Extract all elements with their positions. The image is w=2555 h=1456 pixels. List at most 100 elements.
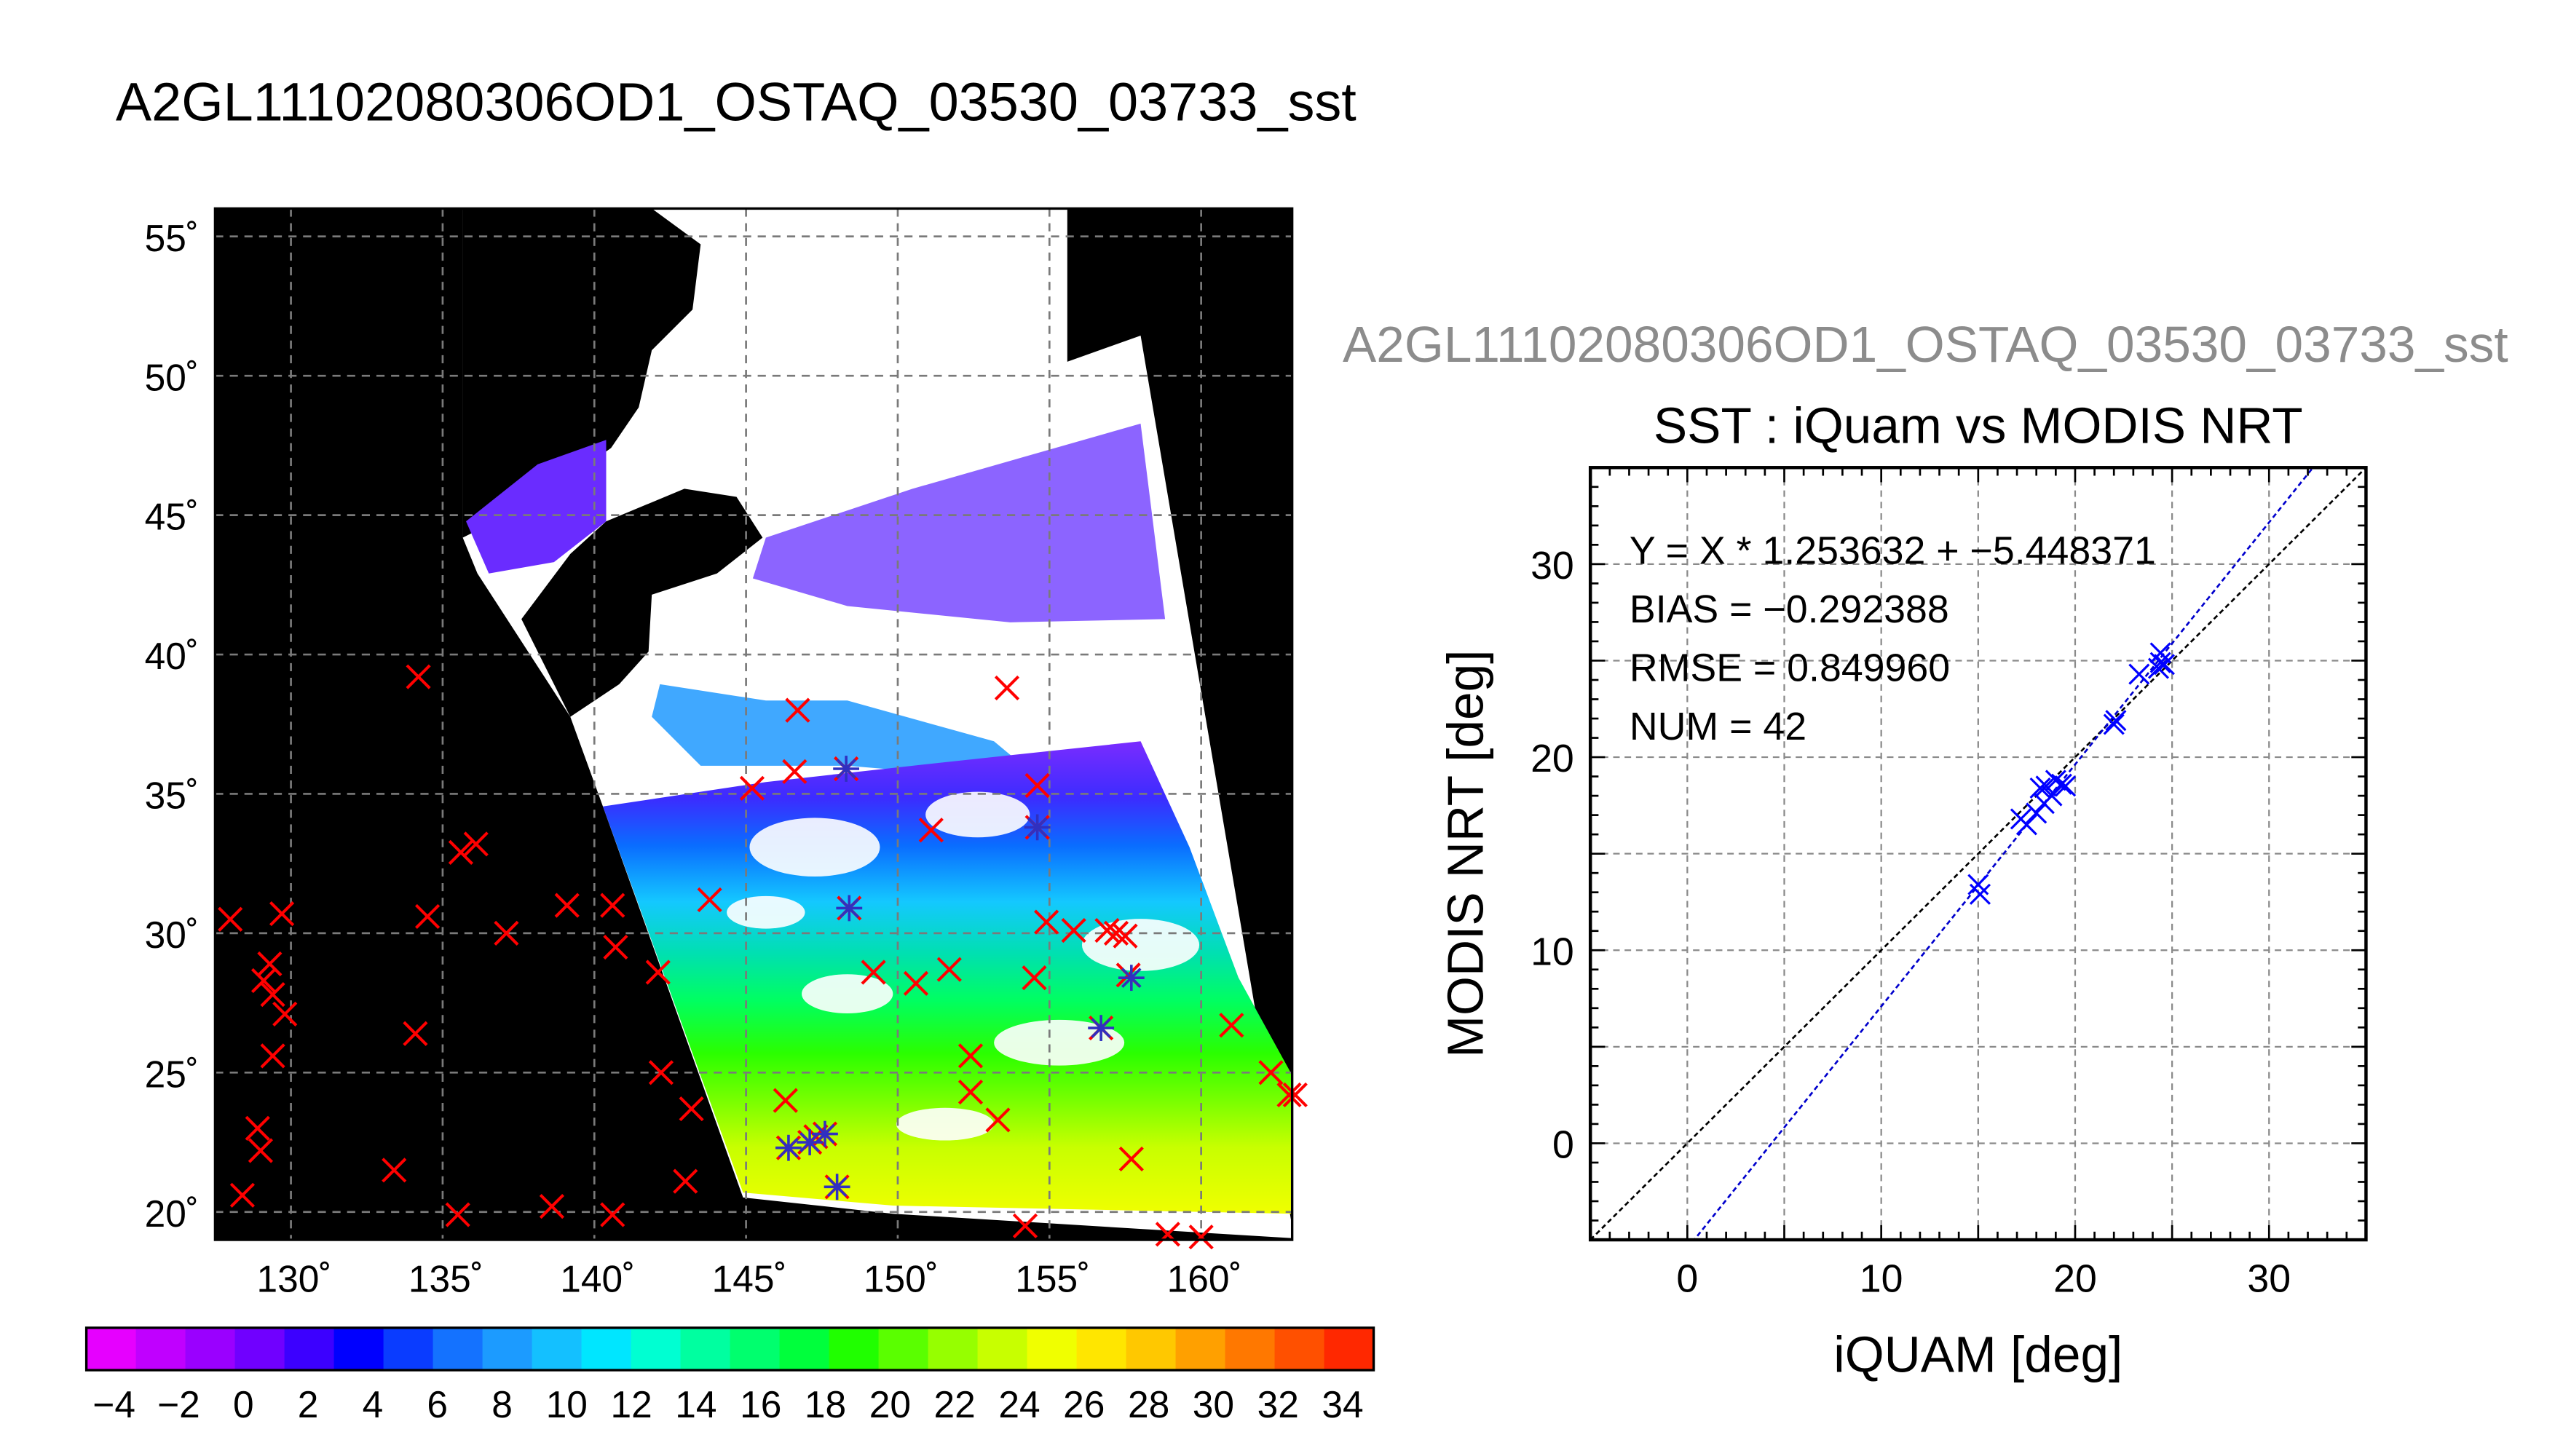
iquam-marker bbox=[1022, 965, 1047, 991]
map-x-tick-label: 150˚ bbox=[864, 1258, 939, 1300]
iquam-marker bbox=[903, 970, 929, 996]
cloud-patch bbox=[727, 895, 805, 929]
iquam-marker bbox=[272, 1001, 298, 1027]
colorbar-swatch bbox=[234, 1327, 285, 1371]
cloud-patch bbox=[925, 791, 1030, 838]
matchup-marker bbox=[824, 1174, 850, 1200]
colorbar-swatch bbox=[1175, 1327, 1226, 1371]
iquam-marker bbox=[539, 1194, 565, 1219]
colorbar-tick-label: −4 bbox=[92, 1383, 135, 1425]
colorbar-tick-label: 12 bbox=[611, 1383, 652, 1425]
iquam-marker bbox=[494, 920, 519, 946]
iquam-marker bbox=[1103, 920, 1129, 946]
matchup-marker bbox=[836, 895, 863, 922]
scatter-y-tick-label: 10 bbox=[1531, 930, 1574, 973]
iquam-marker bbox=[957, 1043, 984, 1069]
land-sakhalin bbox=[462, 208, 701, 538]
iquam-marker bbox=[1258, 1060, 1284, 1085]
iquam-marker bbox=[260, 982, 285, 1008]
iquam-marker bbox=[403, 1021, 428, 1046]
iquam-marker bbox=[1188, 1224, 1214, 1250]
colorbar-swatch bbox=[482, 1327, 533, 1371]
scatter-point bbox=[2105, 710, 2127, 732]
map-x-tick-label: 145˚ bbox=[712, 1258, 787, 1300]
colorbar-swatch bbox=[730, 1327, 781, 1371]
colorbar-swatch bbox=[779, 1327, 830, 1371]
colorbar-tick-label: 28 bbox=[1128, 1383, 1169, 1425]
map-y-tick-label: 55˚ bbox=[145, 217, 199, 259]
colorbar-swatch bbox=[977, 1327, 1028, 1371]
scatter-stat-line: BIAS = −0.292388 bbox=[1630, 587, 1949, 631]
iquam-marker bbox=[1282, 1082, 1308, 1108]
map-x-tick-label: 160˚ bbox=[1167, 1258, 1242, 1300]
identity-line bbox=[1590, 467, 2366, 1241]
land-hokkaido bbox=[521, 488, 763, 717]
colorbar-swatch bbox=[581, 1327, 632, 1371]
colorbar-swatch bbox=[86, 1327, 137, 1371]
x-axis-label: iQUAM [deg] bbox=[1833, 1326, 2122, 1382]
sst-band-blue bbox=[652, 684, 1043, 783]
iquam-marker bbox=[739, 775, 765, 801]
colorbar-tick-label: 14 bbox=[675, 1383, 716, 1425]
colorbar-swatch bbox=[532, 1327, 583, 1371]
y-axis-label: MODIS NRT [deg] bbox=[1437, 650, 1493, 1058]
iquam-marker bbox=[448, 839, 474, 865]
scatter-point bbox=[2128, 663, 2150, 685]
colorbar-swatch bbox=[878, 1327, 929, 1371]
iquam-marker bbox=[406, 664, 431, 689]
iquam-marker bbox=[1113, 923, 1138, 949]
colorbar-tick-label: 18 bbox=[805, 1383, 846, 1425]
colorbar-tick-label: 34 bbox=[1322, 1383, 1363, 1425]
scatter-title: SST : iQuam vs MODIS NRT bbox=[1653, 397, 2303, 455]
iquam-marker bbox=[554, 893, 580, 918]
colorbar-swatch bbox=[1027, 1327, 1078, 1371]
scatter-point bbox=[2149, 652, 2171, 673]
matchup-marker bbox=[812, 1120, 838, 1147]
colorbar-tick-label: 30 bbox=[1193, 1383, 1234, 1425]
map-x-tick-label: 140˚ bbox=[560, 1258, 635, 1300]
scatter-point bbox=[2050, 773, 2072, 795]
iquam-marker bbox=[1276, 1082, 1302, 1108]
colorbar-swatch bbox=[333, 1327, 384, 1371]
scatter-x-tick-label: 0 bbox=[1676, 1257, 1698, 1301]
colorbar-tick-label: 24 bbox=[998, 1383, 1040, 1425]
colorbar-swatch bbox=[185, 1327, 236, 1371]
scatter-x-tick-label: 20 bbox=[2053, 1257, 2097, 1301]
page-title: A2GL11102080306OD1_OSTAQ_03530_03733_sst bbox=[115, 71, 1357, 132]
iquam-marker bbox=[600, 893, 625, 918]
map-y-tick-label: 25˚ bbox=[145, 1053, 199, 1095]
iquam-marker bbox=[260, 1043, 285, 1069]
iquam-marker bbox=[1094, 917, 1120, 943]
iquam-marker bbox=[269, 901, 295, 927]
map-frame bbox=[213, 207, 1294, 1241]
matchup-marker bbox=[1024, 814, 1051, 841]
colorbar-tick-label: 22 bbox=[934, 1383, 976, 1425]
map-x-tick-label: 135˚ bbox=[408, 1258, 483, 1300]
scatter-point bbox=[2149, 642, 2171, 664]
scatter-stat-line: Y = X * 1.253632 + −5.448371 bbox=[1630, 529, 2156, 572]
scatter-stat-line: RMSE = 0.849960 bbox=[1630, 646, 1950, 689]
scatter-point bbox=[2045, 769, 2066, 791]
iquam-marker bbox=[994, 675, 1020, 701]
colorbar-tick-label: 26 bbox=[1063, 1383, 1105, 1425]
iquam-marker bbox=[248, 1138, 273, 1163]
colorbar-swatch bbox=[1274, 1327, 1325, 1371]
scatter-y-tick-label: 0 bbox=[1552, 1123, 1574, 1167]
cloud-patch bbox=[802, 974, 893, 1013]
iquam-marker bbox=[1118, 1146, 1144, 1172]
colorbar-tick-label: 8 bbox=[491, 1383, 513, 1425]
iquam-marker bbox=[918, 818, 944, 843]
colorbar-tick-label: 10 bbox=[546, 1383, 588, 1425]
map-y-tick-label: 30˚ bbox=[145, 914, 199, 956]
iquam-marker bbox=[600, 1202, 625, 1227]
colorbar-swatch bbox=[135, 1327, 186, 1371]
cloud-patch bbox=[994, 1019, 1125, 1066]
scatter-x-tick-label: 30 bbox=[2247, 1257, 2291, 1301]
cloud-patch bbox=[1081, 919, 1200, 971]
map-y-tick-label: 20˚ bbox=[145, 1192, 199, 1235]
map-x-tick-label: 155˚ bbox=[1015, 1258, 1090, 1300]
land-north bbox=[489, 228, 600, 293]
cloud-patch bbox=[749, 818, 880, 877]
iquam-marker bbox=[679, 1096, 704, 1122]
matchup-marker bbox=[1088, 1015, 1115, 1041]
